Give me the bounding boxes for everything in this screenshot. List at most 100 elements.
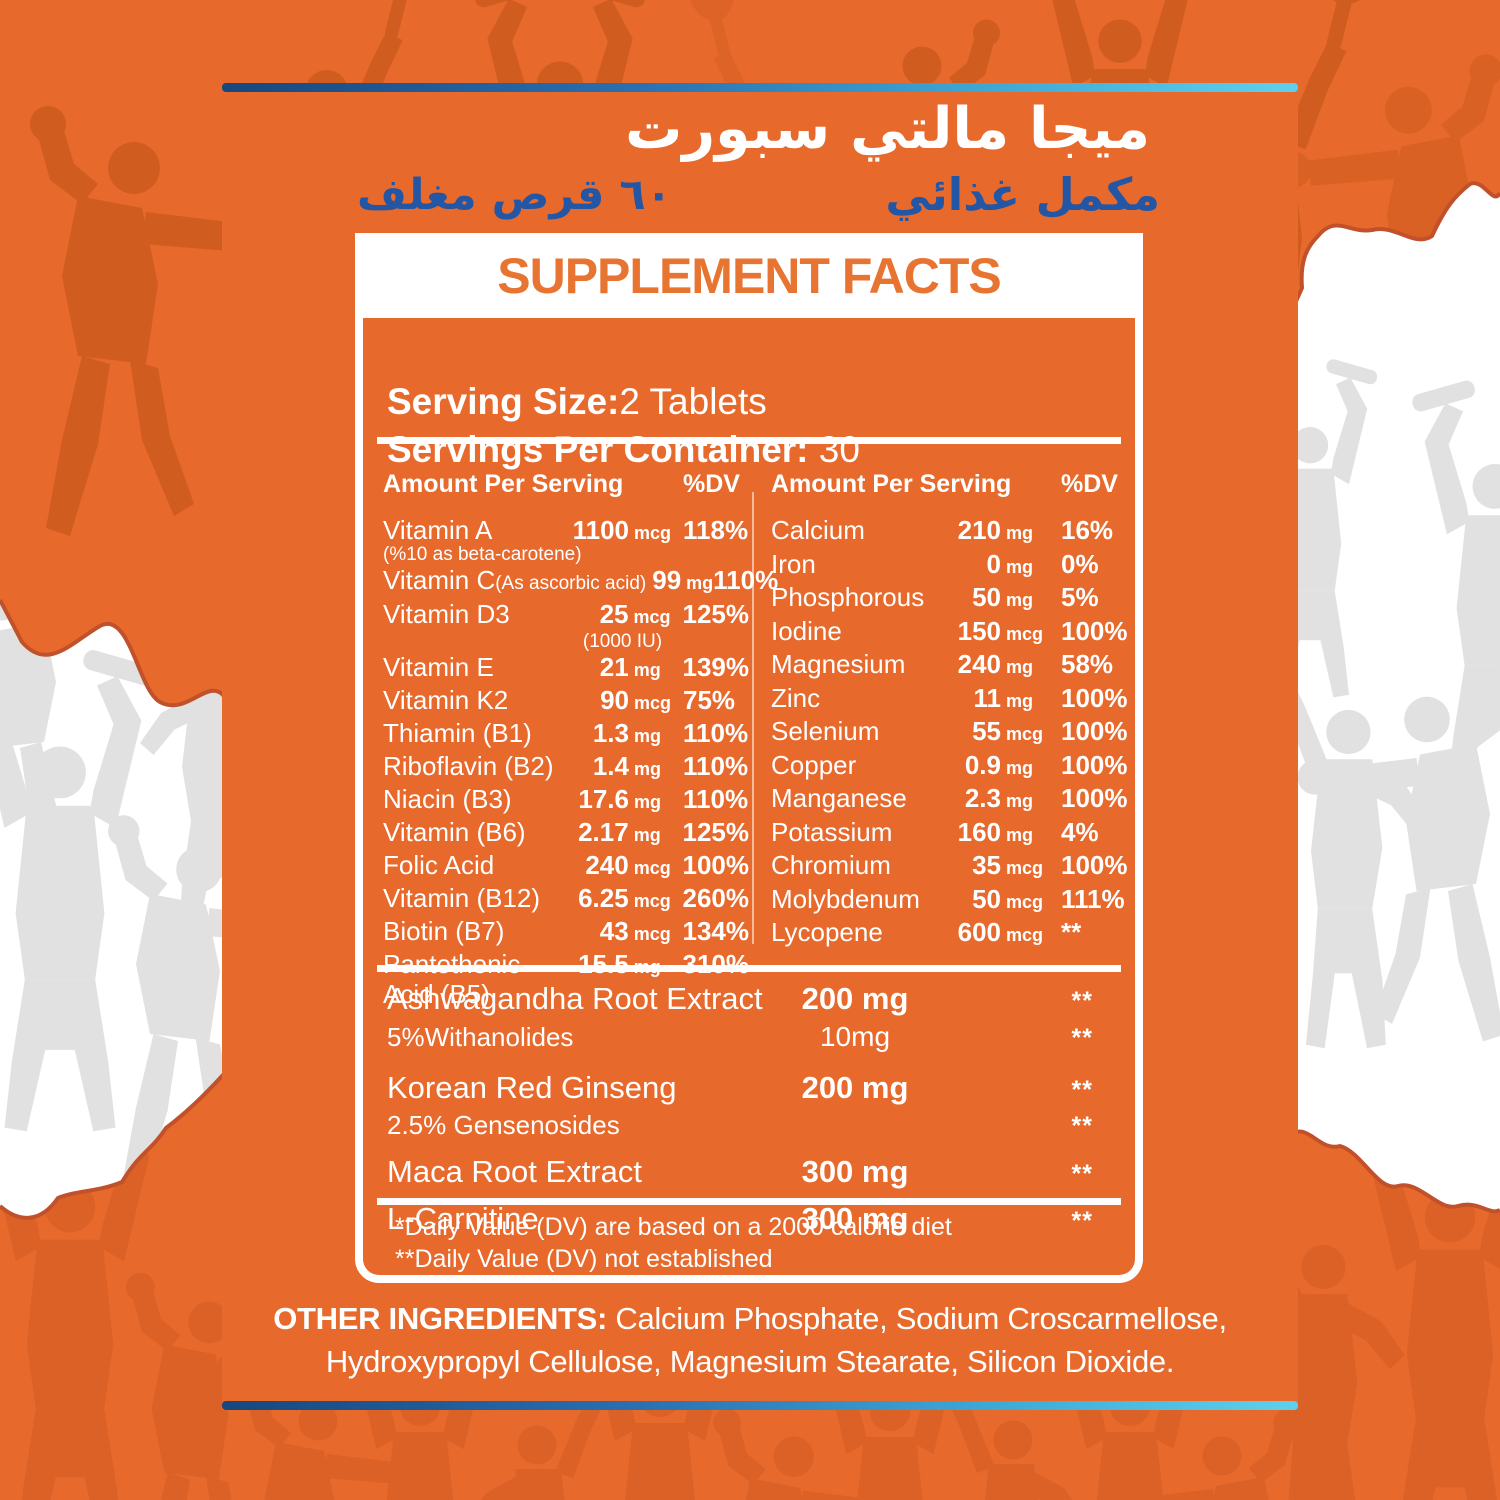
nutrient-unit: mcg: [634, 693, 672, 713]
nutrient-row: Iron 0 mg 0%: [771, 549, 1128, 583]
footnotes: *Daily Value (DV) are based on a 2000 ca…: [395, 1211, 952, 1275]
nutrient-row: Zinc 11 mg 100%: [771, 683, 1128, 717]
nutrient-dv: 110%: [683, 718, 749, 748]
nutrient-dv: 110%: [683, 784, 749, 814]
nutrient-amount: 55 mcg: [941, 716, 1061, 750]
nutrient-dv: 0%: [1061, 548, 1099, 579]
serving-size-value: 2 Tablets: [619, 381, 767, 422]
nutrient-unit: mcg: [633, 858, 671, 878]
nutrient-amount: 2.3 mg: [941, 783, 1061, 817]
nutrient-label: Molybdenum: [771, 883, 920, 914]
nutrient-row: Manganese 2.3 mg 100%: [771, 783, 1128, 817]
nutrient-row: Vitamin (B12) 6.25 mcg 260%: [383, 883, 749, 916]
botanical-dv: **: [1071, 1112, 1093, 1140]
nutrient-label: Vitamin (B12): [383, 883, 541, 913]
nutrient-dv: 134%: [682, 916, 750, 946]
botanical-name: 5%Withanolides: [387, 1022, 574, 1052]
facts-header: SUPPLEMENT FACTS: [355, 233, 1143, 318]
column-divider: [752, 492, 754, 944]
column-header: Amount Per Serving %DV: [771, 470, 1128, 499]
other-ingredients-label: OTHER INGREDIENTS:: [273, 1301, 608, 1336]
other-ingredients-line2: Hydroxypropyl Cellulose, Magnesium Stear…: [325, 1344, 1175, 1379]
botanical-name: Korean Red Ginseng: [387, 1070, 677, 1105]
amount-per-serving-header: Amount Per Serving: [383, 470, 624, 498]
nutrient-label: Iron: [771, 548, 816, 579]
botanical-dv: **: [1071, 987, 1093, 1015]
nutrient-label: Niacin (B3): [383, 784, 512, 814]
nutrient-amount-subnote: (1000 IU): [582, 631, 663, 652]
nutrient-unit: mcg: [634, 523, 672, 543]
tablet-count-arabic: ٦٠ قرص مغلف: [357, 170, 672, 220]
nutrient-dv: 16%: [1061, 515, 1114, 545]
nutrient-dv: 100%: [1061, 716, 1128, 746]
nutrient-row: Vitamin K2 90 mcg 75%: [383, 685, 749, 718]
nutrient-dv: 100%: [1061, 749, 1128, 780]
botanical-amount: 10mg: [819, 1021, 891, 1052]
nutrient-amount-number: 150: [957, 615, 1001, 646]
nutrient-amount-number: 25: [599, 599, 629, 629]
nutrient-amount-number: 0: [986, 548, 1001, 579]
servings-per-container-line: Servings Per Container: 30: [387, 426, 860, 474]
nutrient-unit: mg: [1006, 657, 1033, 677]
nutrient-label: Vitamin C(As ascorbic acid) 99 mg: [383, 565, 714, 595]
nutrient-dv: 5%: [1061, 582, 1099, 612]
nutrient-label: Vitamin E: [383, 652, 494, 682]
nutrient-row: Vitamin C(As ascorbic acid) 99 mg 110%: [383, 565, 778, 599]
nutrient-label: Vitamin D3: [383, 599, 510, 629]
nutrient-label: Vitamin A (%10 as beta-carotene): [383, 515, 582, 565]
nutrient-row: Niacin (B3) 17.6 mg 110%: [383, 784, 749, 817]
nutrient-amount-number: 2.17: [578, 817, 629, 847]
nutrient-amount: 600 mcg: [941, 917, 1061, 951]
nutrient-dv: 75%: [683, 685, 736, 715]
nutrient-unit: mg: [1006, 523, 1033, 543]
nutrient-label: Biotin (B7): [383, 916, 505, 946]
botanical-amount: 200 mg: [801, 1070, 909, 1105]
nutrient-row: Magnesium 240 mg 58%: [771, 649, 1128, 683]
nutrient-dv: 110%: [713, 565, 779, 595]
botanical-row: L-Carnitine 300 mg **: [387, 1200, 1123, 1240]
nutrient-amount: 17.6 mg: [563, 784, 683, 817]
nutrient-amount-number: 240: [585, 850, 629, 880]
nutrient-row: Iodine 150 mcg 100%: [771, 616, 1128, 650]
facts-title: SUPPLEMENT FACTS: [497, 247, 1001, 304]
nutrient-dv: 125%: [682, 599, 750, 629]
nutrient-amount: 150 mcg: [941, 616, 1061, 650]
nutrient-amount-number: 15.5: [578, 949, 629, 979]
nutrient-unit: mcg: [1006, 925, 1044, 945]
botanical-row: Ashwagandha Root Extract 200 mg **: [387, 980, 1123, 1020]
nutrient-amount-number: 11: [973, 682, 1002, 713]
other-ingredients-line1: Calcium Phosphate, Sodium Croscarmellose…: [607, 1301, 1227, 1336]
nutrient-amount: 2.17 mg: [563, 817, 683, 850]
nutrient-row: Copper 0.9 mg 100%: [771, 750, 1128, 784]
nutrient-amount-number: 600: [957, 917, 1001, 947]
botanical-name: Ashwagandha Root Extract: [387, 981, 763, 1016]
nutrient-dv: 100%: [1061, 615, 1128, 646]
nutrient-amount-number: 50: [972, 883, 1001, 914]
nutrient-amount: 43 mcg: [563, 916, 683, 949]
nutrient-unit: mg: [634, 792, 661, 812]
nutrient-amount: 25 mcg (1000 IU): [563, 599, 683, 652]
nutrient-label: Selenium: [771, 716, 880, 746]
nutrient-unit: mcg: [633, 924, 671, 944]
botanical-row: Maca Root Extract 300 mg **: [387, 1153, 1123, 1193]
top-accent-bar: [222, 83, 1298, 92]
servings-per-container-label: Servings Per Container:: [387, 429, 809, 470]
nutrient-amount: 1.3 mg: [563, 718, 683, 751]
nutrient-unit: mg: [634, 759, 661, 779]
nutrient-amount: 90 mcg: [563, 685, 683, 718]
serving-size-line: Serving Size:2 Tablets: [387, 378, 860, 426]
nutrient-label: Pantothenic Acid (B5): [383, 949, 521, 1009]
nutrient-label: Lycopene: [771, 917, 883, 947]
nutrient-amount-number: 1100: [572, 515, 629, 545]
nutrient-row: Thiamin (B1) 1.3 mg 110%: [383, 718, 749, 751]
nutrient-amount: 160 mg: [941, 817, 1061, 851]
nutrient-columns: Amount Per Serving %DV Vitamin A (%10 as …: [383, 470, 1128, 1009]
nutrient-label: Potassium: [771, 816, 893, 847]
nutrient-unit: mg: [1006, 590, 1033, 610]
nutrient-label: Copper: [771, 749, 857, 780]
nutrient-unit: mg: [633, 660, 661, 680]
nutrient-amount: 0.9 mg: [941, 750, 1061, 784]
nutrient-unit: mg: [1006, 757, 1033, 778]
rule-above-footnotes: [377, 1198, 1121, 1205]
